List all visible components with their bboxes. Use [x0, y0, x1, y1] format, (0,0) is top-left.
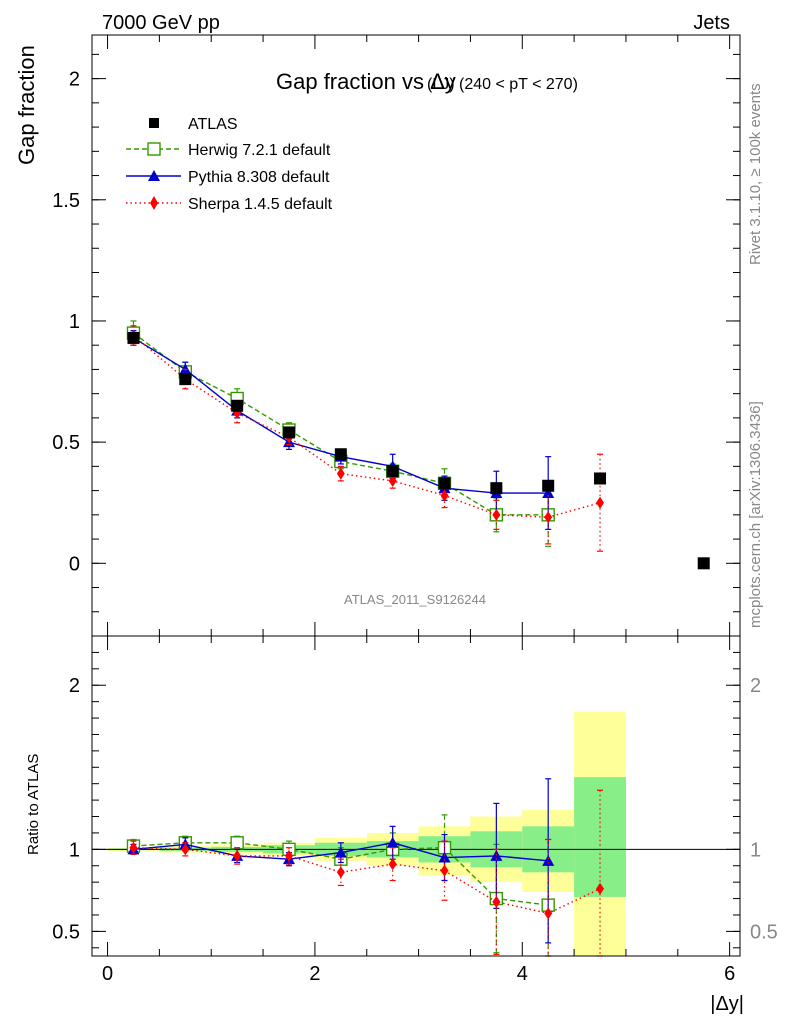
main-sherpa-point [544, 511, 553, 524]
main-atlas-point [490, 482, 503, 495]
main-sherpa-point [596, 496, 605, 509]
x-tick-label: 4 [517, 963, 528, 985]
ratio-y-tick-label-right: 0.5 [750, 921, 778, 943]
main-sherpa-point [492, 508, 501, 521]
legend-herwig-marker [147, 142, 161, 156]
ratio-y-tick-label-right: 2 [750, 675, 761, 697]
legend-item-pythia: Pythia 8.308 default [126, 169, 330, 186]
plot-subtitle: (LJ) (240 < pT < 270) [427, 76, 578, 93]
ratio-sherpa-point [492, 895, 501, 908]
x-tick-label: 0 [102, 963, 113, 985]
ratio-plot-panel: 0.5 0.5 1 1 2 2 0 2 4 6 Ratio to ATLAS |Δy| [25, 635, 778, 1015]
main-atlas-point [334, 448, 347, 461]
main-herwig-line [133, 332, 549, 516]
plot-title: Gap fraction vs Δy [276, 69, 456, 94]
ratio-y-tick-label-left: 2 [69, 675, 80, 697]
x-axis-label: |Δy| [710, 993, 744, 1015]
legend-herwig-label: Herwig 7.2.1 default [188, 142, 331, 159]
main-atlas-point [594, 472, 607, 485]
legend-sherpa-marker [150, 196, 158, 210]
main-atlas-point [231, 399, 244, 412]
ratio-sherpa-point [388, 858, 397, 871]
main-atlas-point [542, 479, 555, 492]
legend-sherpa-label: Sherpa 1.4.5 default [188, 196, 333, 213]
main-atlas-point [697, 557, 710, 570]
ratio-pythia-point [490, 849, 503, 861]
ratio-sherpa-point [181, 843, 190, 856]
main-sherpa-point [388, 474, 397, 487]
energy-label: 7000 GeV pp [102, 12, 220, 34]
x-tick-label: 2 [309, 963, 320, 985]
rivet-version-label: Rivet 3.1.10, ≥ 100k events [747, 83, 764, 265]
main-atlas-point [438, 477, 451, 490]
ratio-pythia-point [334, 846, 347, 858]
jets-label: Jets [693, 12, 730, 34]
ratio-pythia-point [438, 851, 451, 863]
x-tick-label: 6 [724, 963, 735, 985]
main-atlas-point [179, 373, 192, 386]
legend-atlas-label: ATLAS [188, 116, 238, 133]
main-atlas-point [386, 465, 399, 478]
main-atlas-point [127, 331, 140, 344]
analysis-watermark: ATLAS_2011_S9126244 [344, 592, 486, 607]
y-tick-label-top: 1.5 [52, 190, 80, 212]
ratio-sherpa-point [544, 907, 553, 920]
ratio-sherpa-point [440, 864, 449, 877]
legend-item-sherpa: Sherpa 1.4.5 default [126, 196, 333, 213]
main-sherpa-line [133, 334, 601, 518]
ratio-y-tick-label-left: 1 [69, 839, 80, 861]
legend-pythia-marker [148, 170, 160, 181]
ratio-sherpa-point [284, 849, 293, 862]
ratio-pythia-point [542, 854, 555, 866]
main-atlas-point [282, 426, 295, 439]
y-tick-label-top: 0 [69, 553, 80, 575]
ratio-sherpa-point [336, 866, 345, 879]
y-axis-label-ratio: Ratio to ATLAS [25, 754, 42, 855]
legend-item-atlas: ATLAS [149, 116, 238, 133]
main-sherpa-point [336, 467, 345, 480]
main-plot-panel: 0 0.5 1 1.5 2 Gap fraction vs Δy (LJ) (240 <… [14, 34, 741, 637]
ratio-plot-frame [91, 635, 741, 957]
legend-item-herwig: Herwig 7.2.1 default [126, 142, 331, 159]
ratio-sherpa-point [233, 849, 242, 862]
y-axis-label-top: Gap fraction [14, 45, 39, 165]
legend-atlas-marker [149, 118, 159, 128]
ratio-y-tick-label-left: 0.5 [52, 921, 80, 943]
main-pythia-point [542, 487, 555, 499]
ratio-sherpa-point [596, 882, 605, 895]
ratio-sherpa-line [133, 846, 601, 915]
ratio-sherpa-point [129, 841, 138, 854]
main-sherpa-point [440, 489, 449, 502]
ratio-pythia-point [386, 836, 399, 848]
ratio-herwig-point [230, 836, 244, 850]
ratio-y-tick-label-right: 1 [750, 839, 761, 861]
y-tick-label-top: 0.5 [52, 432, 80, 454]
y-tick-label-top: 2 [69, 69, 80, 91]
mcplots-label: mcplots.cern.ch [arXiv:1306.3436] [747, 401, 764, 628]
legend-pythia-label: Pythia 8.308 default [188, 169, 330, 186]
legend: ATLAS Herwig 7.2.1 default Pythia 8.308 … [126, 116, 333, 213]
y-tick-label-top: 1 [69, 311, 80, 333]
